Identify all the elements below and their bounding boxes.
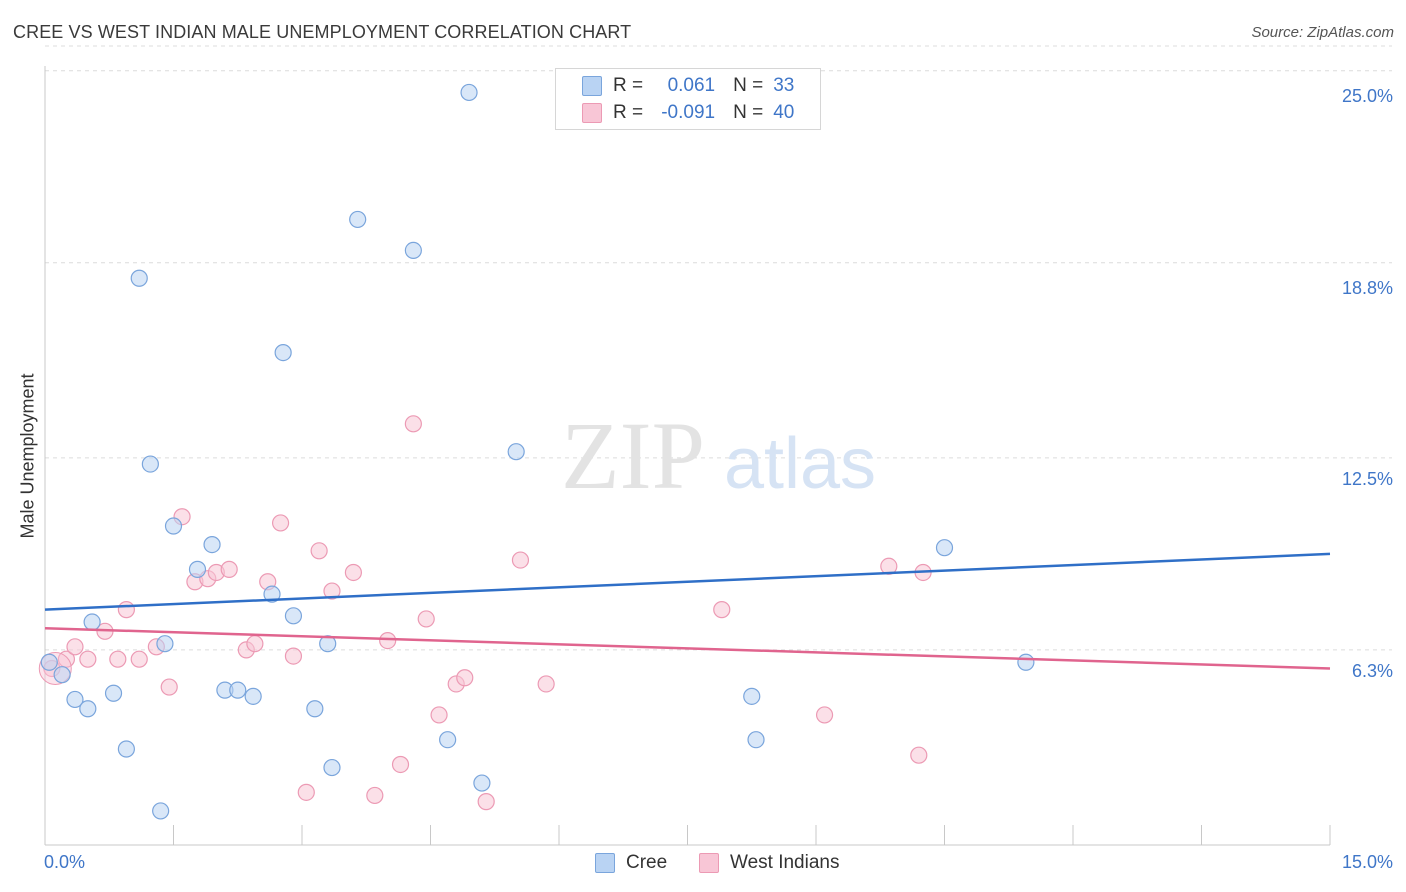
cree-point-2 bbox=[66, 690, 84, 709]
west-indians-point-34 bbox=[537, 675, 555, 693]
bottom-west-indians-swatch bbox=[699, 853, 719, 873]
x-tick-label-max: 15.0% bbox=[1341, 852, 1393, 872]
cree-r-value: 0.061 bbox=[667, 75, 716, 96]
west-r-label: R = bbox=[613, 102, 644, 123]
west-indians-point-24 bbox=[366, 786, 384, 805]
cree-n-value: 33 bbox=[773, 75, 795, 96]
west-indians-point-2 bbox=[66, 638, 84, 656]
cree-point-3 bbox=[79, 700, 97, 718]
west-indians-point-18 bbox=[271, 514, 290, 532]
west-indians-point-28 bbox=[417, 610, 435, 628]
cree-point-6 bbox=[130, 269, 148, 287]
west-indians-point-31 bbox=[456, 669, 474, 687]
cree-swatch bbox=[582, 76, 602, 96]
west-indians-point-32 bbox=[477, 793, 495, 811]
correlation-legend: R = 0.061 N = 33 R = -0.091 N = 40 bbox=[555, 68, 821, 130]
series-cree bbox=[40, 83, 1035, 820]
cree-point-31 bbox=[156, 635, 174, 653]
bottom-cree-label: Cree bbox=[626, 852, 668, 873]
cree-point-17 bbox=[284, 607, 303, 625]
source-credit: Source: ZipAtlas.com bbox=[1251, 24, 1394, 41]
west-indians-point-38 bbox=[910, 746, 928, 764]
cree-point-14 bbox=[244, 687, 262, 705]
west-indians-point-36 bbox=[815, 706, 834, 724]
cree-point-9 bbox=[164, 517, 183, 535]
legend-row-west-indians: R = -0.091 N = 40 bbox=[582, 100, 794, 126]
cree-point-21 bbox=[349, 210, 367, 229]
west-indians-point-20 bbox=[297, 783, 315, 801]
cree-point-25 bbox=[473, 774, 491, 792]
west-indians-point-7 bbox=[130, 650, 148, 668]
y-tick-label-6-3: 6.3% bbox=[1351, 661, 1393, 681]
west-indians-point-22 bbox=[323, 582, 341, 600]
trend-lines bbox=[44, 552, 1331, 670]
cree-point-18 bbox=[306, 700, 324, 718]
y-tick-label-25: 25.0% bbox=[1341, 86, 1393, 106]
bottom-west-indians-label: West Indians bbox=[730, 852, 840, 873]
cree-point-10 bbox=[188, 560, 207, 578]
cree-point-20 bbox=[323, 758, 341, 777]
west-indians-point-35 bbox=[713, 601, 731, 619]
y-tick-label-12-5: 12.5% bbox=[1341, 469, 1393, 489]
x-tick-label-min: 0.0% bbox=[44, 852, 86, 872]
west-indians-trend-line bbox=[44, 626, 1331, 670]
bottom-legend-west-indians: West Indians bbox=[699, 852, 839, 874]
west-indians-point-25 bbox=[379, 632, 397, 650]
west-indians-point-6 bbox=[117, 601, 135, 619]
cree-point-32 bbox=[83, 613, 101, 631]
cree-point-30 bbox=[1017, 653, 1035, 671]
cree-point-8 bbox=[152, 802, 170, 820]
cree-point-19 bbox=[319, 635, 337, 653]
west-indians-point-26 bbox=[391, 755, 410, 774]
cree-r-label: R = bbox=[613, 75, 644, 96]
cree-point-24 bbox=[460, 83, 478, 102]
cree-point-11 bbox=[203, 536, 221, 554]
west-indians-point-27 bbox=[404, 415, 422, 433]
cree-point-7 bbox=[141, 455, 159, 473]
west-indians-point-23 bbox=[344, 563, 362, 582]
watermark-atlas: atlas bbox=[724, 424, 876, 504]
cree-point-23 bbox=[439, 731, 457, 749]
west-indians-point-14 bbox=[220, 560, 238, 578]
cree-point-0 bbox=[40, 653, 58, 671]
cree-point-26 bbox=[507, 443, 525, 461]
west-indians-point-16 bbox=[246, 635, 264, 653]
west-r-value: -0.091 bbox=[661, 102, 716, 123]
chart-title: CREE VS WEST INDIAN MALE UNEMPLOYMENT CO… bbox=[13, 22, 632, 42]
cree-point-29 bbox=[935, 539, 954, 557]
west-indians-point-3 bbox=[79, 650, 97, 668]
cree-trend-line bbox=[44, 552, 1331, 611]
cree-point-1 bbox=[53, 666, 71, 684]
legend-row-cree: R = 0.061 N = 33 bbox=[582, 73, 794, 99]
west-n-value: 40 bbox=[773, 102, 795, 123]
bottom-cree-swatch bbox=[595, 853, 615, 873]
west-indians-point-9 bbox=[160, 678, 178, 696]
west-n-label: N = bbox=[733, 102, 764, 123]
cree-point-13 bbox=[229, 681, 247, 699]
cree-point-22 bbox=[404, 241, 422, 259]
cree-point-27 bbox=[743, 687, 761, 705]
cree-point-28 bbox=[747, 731, 765, 749]
y-tick-label-18-8: 18.8% bbox=[1341, 278, 1393, 298]
west-indians-point-33 bbox=[511, 551, 530, 569]
west-indians-point-29 bbox=[430, 706, 448, 724]
cree-point-15 bbox=[263, 585, 281, 603]
cree-point-5 bbox=[117, 740, 135, 758]
cree-point-16 bbox=[274, 343, 292, 362]
west-indians-swatch bbox=[582, 103, 602, 123]
west-indians-point-21 bbox=[310, 542, 328, 560]
cree-point-4 bbox=[104, 684, 123, 702]
west-indians-point-19 bbox=[284, 647, 303, 665]
west-indians-point-5 bbox=[109, 650, 127, 668]
cree-n-label: N = bbox=[733, 75, 764, 96]
watermark-zip: ZIP bbox=[561, 402, 705, 509]
x-axis bbox=[44, 66, 1331, 846]
bottom-legend-cree: Cree bbox=[595, 852, 667, 874]
